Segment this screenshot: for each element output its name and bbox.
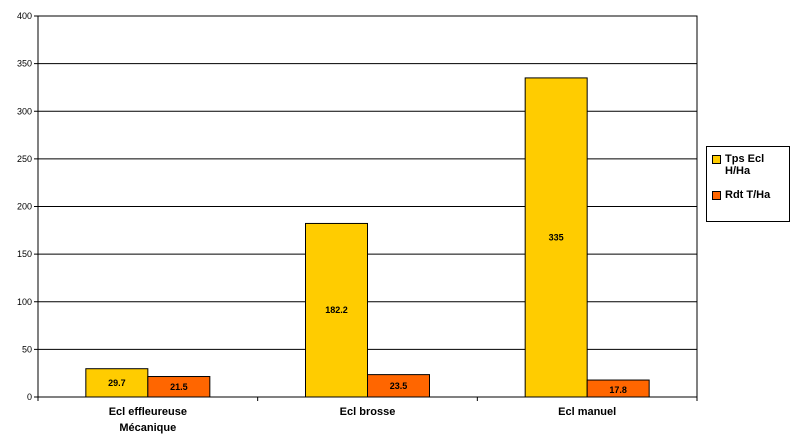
plot-frame <box>37 15 698 398</box>
bar <box>85 368 149 398</box>
data-label: 21.5 <box>170 382 188 392</box>
x-category-label: Mécanique <box>119 422 176 434</box>
y-tick-label: 100 <box>17 297 32 307</box>
y-tick-label: 50 <box>22 344 32 354</box>
data-label: 23.5 <box>390 381 408 391</box>
data-label: 182.2 <box>325 305 348 315</box>
legend-label-rdt: Rdt T/Ha <box>725 189 771 201</box>
x-category-label: Ecl effleureuse <box>109 406 187 418</box>
data-label: 29.7 <box>108 378 126 388</box>
x-category-label: Ecl manuel <box>558 406 616 418</box>
y-tick-label: 200 <box>17 202 32 212</box>
y-tick-label: 250 <box>17 154 32 164</box>
legend: Tps Ecl H/Ha Rdt T/Ha <box>706 146 790 222</box>
x-category-label: Ecl brosse <box>340 406 396 418</box>
legend-swatch-rdt <box>712 191 721 200</box>
legend-item-tps-ecl: Tps Ecl H/Ha <box>712 153 785 177</box>
y-tick-label: 300 <box>17 106 32 116</box>
legend-item-rdt: Rdt T/Ha <box>712 189 785 201</box>
y-axis-ticks: 0 50 100 150 200 250 300 350 400 <box>17 11 38 402</box>
y-tick-label: 150 <box>17 249 32 259</box>
data-label: 335 <box>549 232 564 242</box>
data-label: 17.8 <box>609 385 627 395</box>
x-axis-categories: Ecl effleureuse Mécanique Ecl brosse Ecl ma… <box>37 397 698 434</box>
bar <box>305 222 368 398</box>
data-labels: 29.7 182.2 335 21.5 23.5 17.8 <box>108 232 627 395</box>
legend-label-tps-ecl: Tps Ecl H/Ha <box>725 153 765 177</box>
y-tick-label: 0 <box>27 392 32 402</box>
y-tick-label: 400 <box>17 11 32 21</box>
y-tick-label: 350 <box>17 59 32 69</box>
legend-swatch-tps-ecl <box>712 155 721 164</box>
axes <box>37 15 698 398</box>
bar <box>524 77 588 398</box>
bars <box>85 77 650 398</box>
